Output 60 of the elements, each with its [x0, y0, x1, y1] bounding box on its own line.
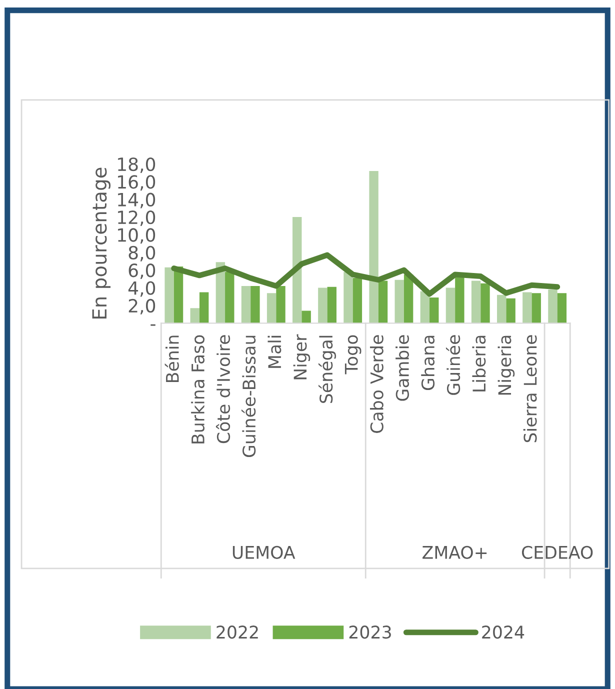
- bar: [292, 217, 302, 324]
- bar: [455, 276, 464, 324]
- y-tick-label: 2,0: [128, 298, 156, 314]
- bar: [471, 280, 481, 324]
- x-tick-label: Sierra Leone: [523, 335, 537, 442]
- bar: [190, 308, 200, 324]
- y-tick-label: 8,0: [128, 246, 156, 262]
- bar: [430, 298, 439, 324]
- y-tick-label: 6,0: [128, 264, 156, 280]
- bar: [225, 272, 234, 324]
- bar: [318, 288, 328, 324]
- bar: [446, 288, 456, 324]
- bar: [378, 280, 388, 324]
- y-tick-label: 10,0: [118, 228, 156, 244]
- x-tick-label: Guinée-Bissau: [242, 336, 256, 458]
- y-tick-label: 18,0: [118, 157, 156, 173]
- x-tick-label: Niger: [293, 334, 310, 380]
- legend-label: 2022: [216, 626, 258, 639]
- bar: [548, 290, 558, 324]
- bar: [480, 283, 490, 324]
- bar: [522, 292, 532, 324]
- x-tick-label: Cabo Verde: [370, 335, 384, 433]
- bar: [164, 267, 174, 324]
- bar: [352, 278, 362, 324]
- x-tick-label: Sénégal: [318, 336, 336, 403]
- bar: [302, 310, 311, 324]
- bar: [497, 294, 506, 324]
- x-tick-label: Bénin: [164, 336, 179, 382]
- x-tick-label: Gambie: [396, 335, 409, 401]
- x-tick-label: Liberia: [472, 336, 486, 392]
- y-tick-label: 12,0: [118, 210, 156, 226]
- bar: [250, 286, 260, 324]
- bar: [199, 292, 209, 324]
- bar: [369, 171, 378, 324]
- y-tick-label: 16,0: [118, 175, 156, 191]
- text: UEMOA: [232, 546, 296, 559]
- x-tick-label: Côte d'Ivoire: [216, 335, 230, 444]
- text: ZMAO+: [422, 546, 487, 559]
- x-tick-label: Burkina Faso: [191, 335, 205, 444]
- bar: [266, 293, 276, 324]
- x-tick-label: Mali: [268, 336, 282, 368]
- bar: [327, 286, 336, 324]
- x-tick-label: Ghana: [421, 336, 435, 390]
- text: CEDEAO: [522, 546, 593, 559]
- bar: [532, 293, 541, 324]
- bar: [344, 272, 353, 324]
- bar: [394, 280, 404, 324]
- y-axis-title: En pourcentage: [92, 168, 111, 319]
- bar: [506, 298, 516, 324]
- legend-label: 2024: [482, 626, 524, 639]
- legend-label: 2023: [349, 626, 391, 639]
- x-tick-label: Guinée: [446, 335, 460, 395]
- bar: [557, 293, 567, 324]
- y-tick-label: -: [150, 324, 156, 326]
- x-tick-label: Nigeria: [498, 336, 515, 395]
- bar: [276, 286, 286, 324]
- y-tick-label: 14,0: [118, 192, 156, 208]
- bar: [241, 286, 251, 324]
- x-tick-label: Togo: [344, 335, 362, 374]
- y-tick-label: 4,0: [128, 281, 156, 297]
